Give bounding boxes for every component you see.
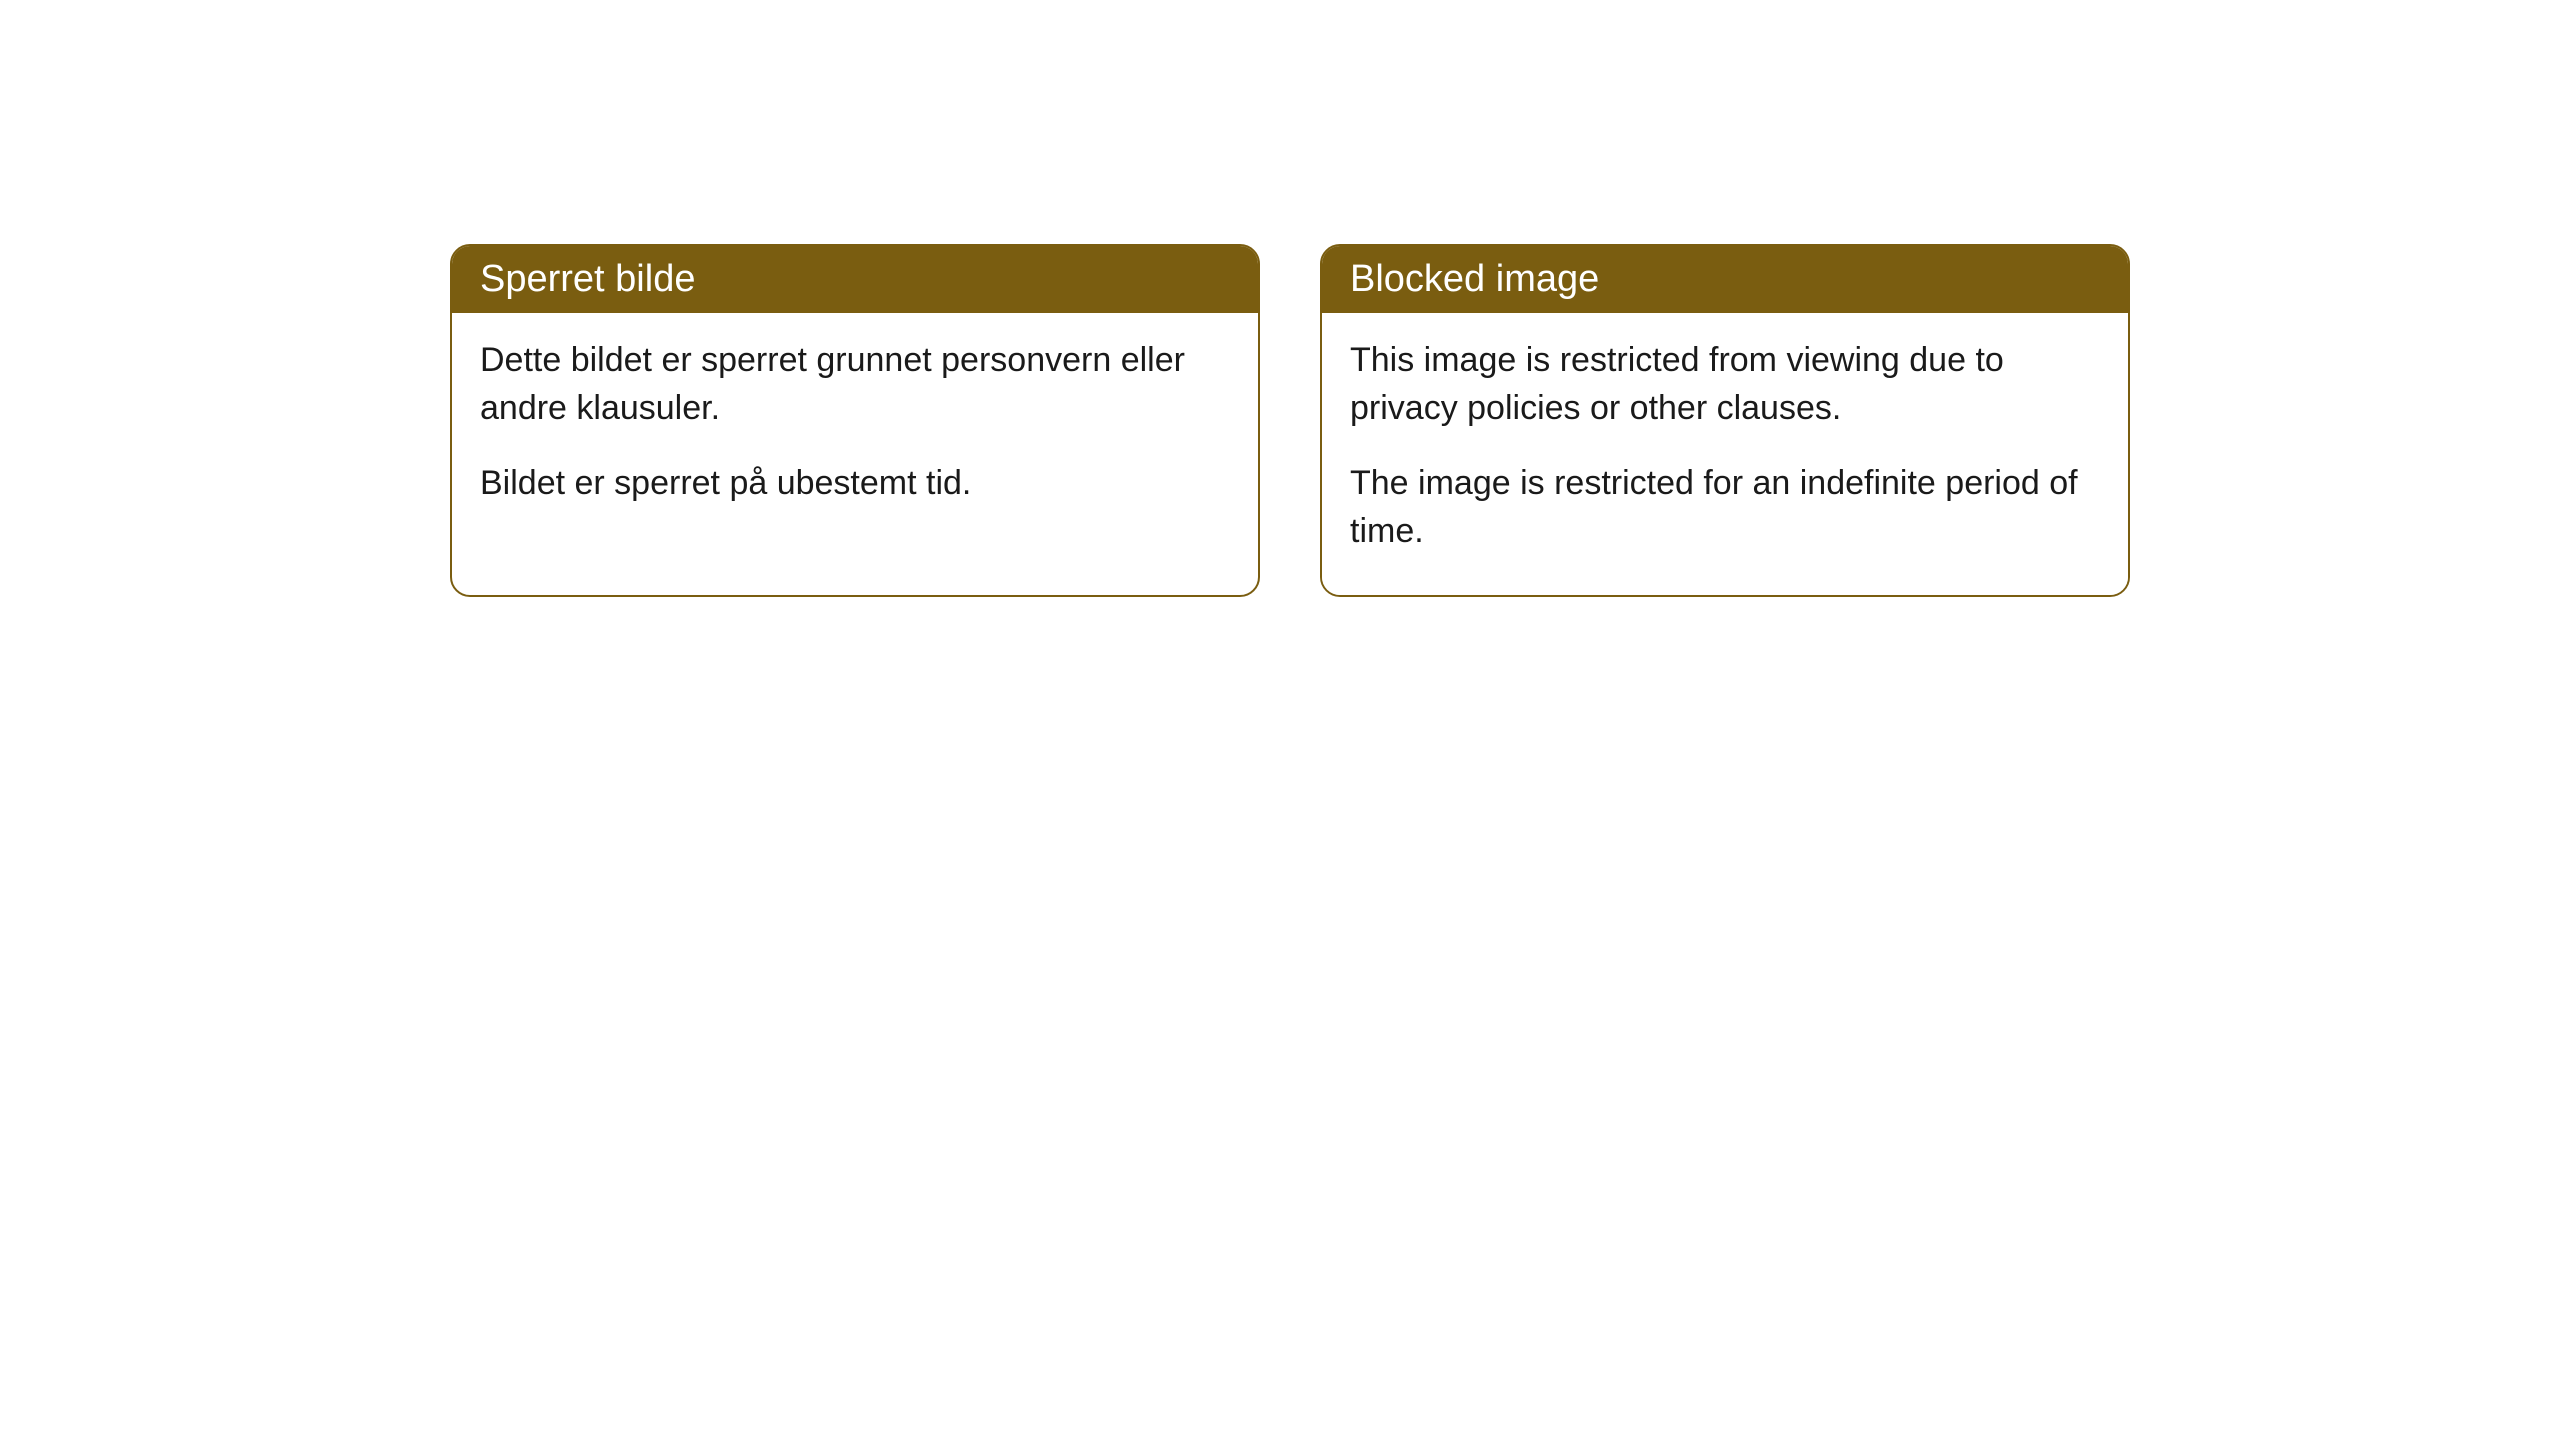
card-paragraph1-english: This image is restricted from viewing du…	[1350, 337, 2100, 432]
card-paragraph2-english: The image is restricted for an indefinit…	[1350, 460, 2100, 555]
card-english: Blocked image This image is restricted f…	[1320, 244, 2130, 597]
card-body-english: This image is restricted from viewing du…	[1322, 313, 2128, 595]
card-header-norwegian: Sperret bilde	[452, 246, 1258, 313]
card-paragraph1-norwegian: Dette bildet er sperret grunnet personve…	[480, 337, 1230, 432]
card-title-english: Blocked image	[1350, 258, 1599, 300]
card-title-norwegian: Sperret bilde	[480, 258, 695, 300]
card-paragraph2-norwegian: Bildet er sperret på ubestemt tid.	[480, 460, 1230, 508]
cards-container: Sperret bilde Dette bildet er sperret gr…	[450, 244, 2130, 597]
card-body-norwegian: Dette bildet er sperret grunnet personve…	[452, 313, 1258, 548]
card-norwegian: Sperret bilde Dette bildet er sperret gr…	[450, 244, 1260, 597]
card-header-english: Blocked image	[1322, 246, 2128, 313]
